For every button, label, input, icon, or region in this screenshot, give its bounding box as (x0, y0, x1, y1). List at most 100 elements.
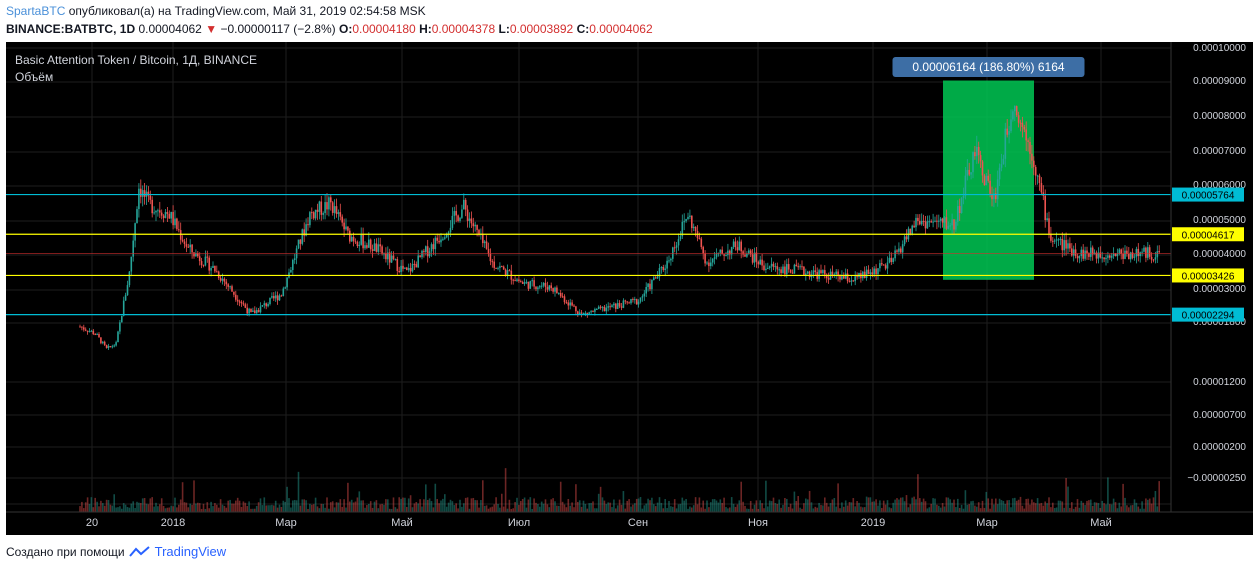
volume-bar (989, 508, 991, 512)
candle-body (1055, 239, 1058, 241)
volume-bar (787, 506, 790, 512)
volume-bar (580, 506, 583, 512)
volume-bar (438, 503, 440, 512)
candle-body (223, 278, 226, 282)
volume-bar (508, 499, 511, 512)
volume-bar (928, 507, 931, 512)
candle-body (217, 271, 220, 279)
candle-body (651, 280, 653, 290)
volume-bar (886, 500, 889, 512)
price-tick-label: 0.00004000 (1193, 249, 1246, 260)
candle-body (960, 198, 963, 214)
volume-bar (444, 494, 446, 512)
candle-body (742, 251, 744, 255)
volume-bar (466, 497, 469, 512)
candle-body (843, 276, 845, 279)
volume-bar (1131, 505, 1134, 512)
candle-body (143, 190, 146, 197)
candle-body (426, 246, 429, 257)
volume-bar (107, 500, 110, 512)
volume-bar (795, 501, 798, 512)
candle-body (662, 266, 665, 270)
volume-bar (993, 504, 995, 512)
candle-body (461, 209, 463, 218)
author-link[interactable]: SpartaBTC (6, 4, 66, 18)
chart-area[interactable]: 0.00006164 (186.80%) 6164 Basic Attentio… (6, 42, 1253, 535)
time-axis[interactable] (6, 512, 1253, 535)
volume-bar (143, 498, 146, 512)
price-chart[interactable]: 0.00006164 (186.80%) 6164 Basic Attentio… (6, 42, 1253, 535)
volume-bar (390, 508, 393, 512)
candle-body (130, 256, 133, 272)
candle-body (670, 258, 672, 261)
price-tick-label: 0.00010000 (1193, 43, 1246, 54)
volume-bar (1143, 508, 1145, 512)
candle-body (637, 301, 640, 305)
volume-bar (1074, 506, 1077, 512)
candle-body (945, 217, 948, 229)
candle-body (440, 239, 442, 243)
volume-bar (626, 500, 628, 512)
volume-bar (624, 508, 627, 512)
volume-bar (972, 500, 974, 512)
candle-body (504, 269, 507, 276)
candle-body (979, 155, 982, 162)
candle-body (1148, 247, 1151, 257)
candle-body (835, 271, 837, 275)
volume-bar (683, 500, 685, 512)
volume-bar (808, 490, 811, 512)
volume-bar (1129, 505, 1132, 512)
candle-body (371, 249, 374, 251)
volume-bar (789, 503, 792, 512)
volume-bar (523, 497, 526, 512)
candle-body (601, 306, 604, 308)
volume-bar (430, 501, 433, 512)
candle-body (442, 238, 444, 240)
volume-bar (1006, 500, 1008, 512)
volume-bar (132, 501, 134, 512)
volume-bar (206, 502, 209, 512)
candle-body (1036, 175, 1039, 177)
volume-bar (977, 502, 980, 512)
volume-bar (455, 503, 457, 512)
candle-body (252, 310, 254, 312)
volume-bar (267, 505, 269, 512)
candle-body (683, 221, 685, 223)
candle-body (649, 283, 651, 290)
volume-bar (1061, 501, 1064, 512)
candle-body (379, 244, 381, 247)
volume-bar (668, 500, 670, 512)
price-tick-label: 0.00005000 (1193, 215, 1246, 226)
volume-bar (354, 501, 357, 512)
volume-bar (1118, 502, 1121, 512)
volume-bar (242, 501, 245, 512)
volume-bar (257, 502, 260, 512)
candle-body (377, 244, 380, 252)
volume-bar (833, 497, 836, 512)
candle-body (850, 280, 853, 282)
volume-bar (981, 500, 984, 512)
candle-body (909, 228, 912, 235)
horizontal-lines[interactable] (6, 193, 1171, 316)
volume-bar (375, 500, 378, 512)
volume-bar (198, 503, 201, 512)
candle-body (176, 218, 178, 230)
volume-bar (780, 507, 782, 512)
volume-bar (677, 504, 680, 512)
candle-body (493, 261, 495, 268)
volume-bar (404, 497, 406, 512)
candle-body (185, 244, 188, 247)
volume-bar (1103, 503, 1105, 512)
volume-bar (1025, 498, 1027, 512)
candle-body (375, 243, 378, 252)
volume-bar (373, 501, 376, 512)
footer-brand-link[interactable]: TradingView (154, 544, 227, 559)
symbol-label: BINANCE:BATBTC, 1D (6, 22, 136, 36)
candle-body (160, 212, 163, 216)
candle-body (271, 296, 273, 298)
candle-body (552, 288, 554, 292)
candle-body (658, 268, 661, 277)
volume-bar (658, 497, 661, 512)
candle-body (501, 266, 503, 268)
candle-body (512, 279, 514, 281)
